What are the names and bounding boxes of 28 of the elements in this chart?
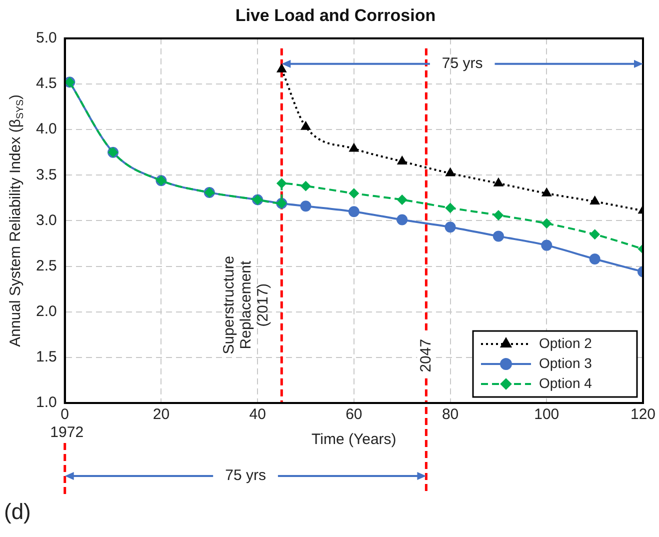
legend-label: Option 4 [539, 374, 592, 391]
y-tick-label: 5.0 [36, 30, 57, 47]
x-tick-label: 100 [534, 406, 560, 424]
ref-line-label: Superstructure Replacement (2017) [220, 254, 272, 356]
x-axis-title: Time (Years) [312, 431, 396, 448]
x-tick-label: 80 [442, 406, 459, 424]
y-tick-label: 2.5 [36, 257, 57, 274]
text: 1972 [50, 424, 84, 442]
legend-label: Option 3 [539, 354, 592, 371]
y-tick-label: 1.5 [36, 348, 57, 366]
text: 75 yrs [225, 467, 266, 484]
y-tick-label: 3.0 [36, 212, 57, 229]
y-tick-label: 1.0 [36, 394, 57, 412]
text: (d) [4, 499, 31, 524]
x-tick-label: 40 [249, 406, 266, 424]
annotation: 2047 [417, 338, 434, 372]
chart-title: Live Load and Corrosion [235, 6, 436, 25]
legend-label: Option 2 [539, 334, 592, 351]
x-tick-label: 0 [60, 406, 70, 424]
annotation: 75 yrs [442, 55, 483, 72]
y-axis-title: Annual System Reliability Index (βSYS) [7, 94, 26, 347]
y-tick-label: 4.5 [36, 75, 57, 92]
x-tick-label: 120 [630, 406, 656, 424]
y-tick-label: 2.0 [36, 302, 57, 320]
y-tick-label: 4.0 [36, 120, 57, 138]
y-tick-label: 3.5 [36, 166, 57, 184]
x-tick-label: 60 [346, 406, 362, 424]
x-tick-label: 20 [152, 406, 170, 424]
